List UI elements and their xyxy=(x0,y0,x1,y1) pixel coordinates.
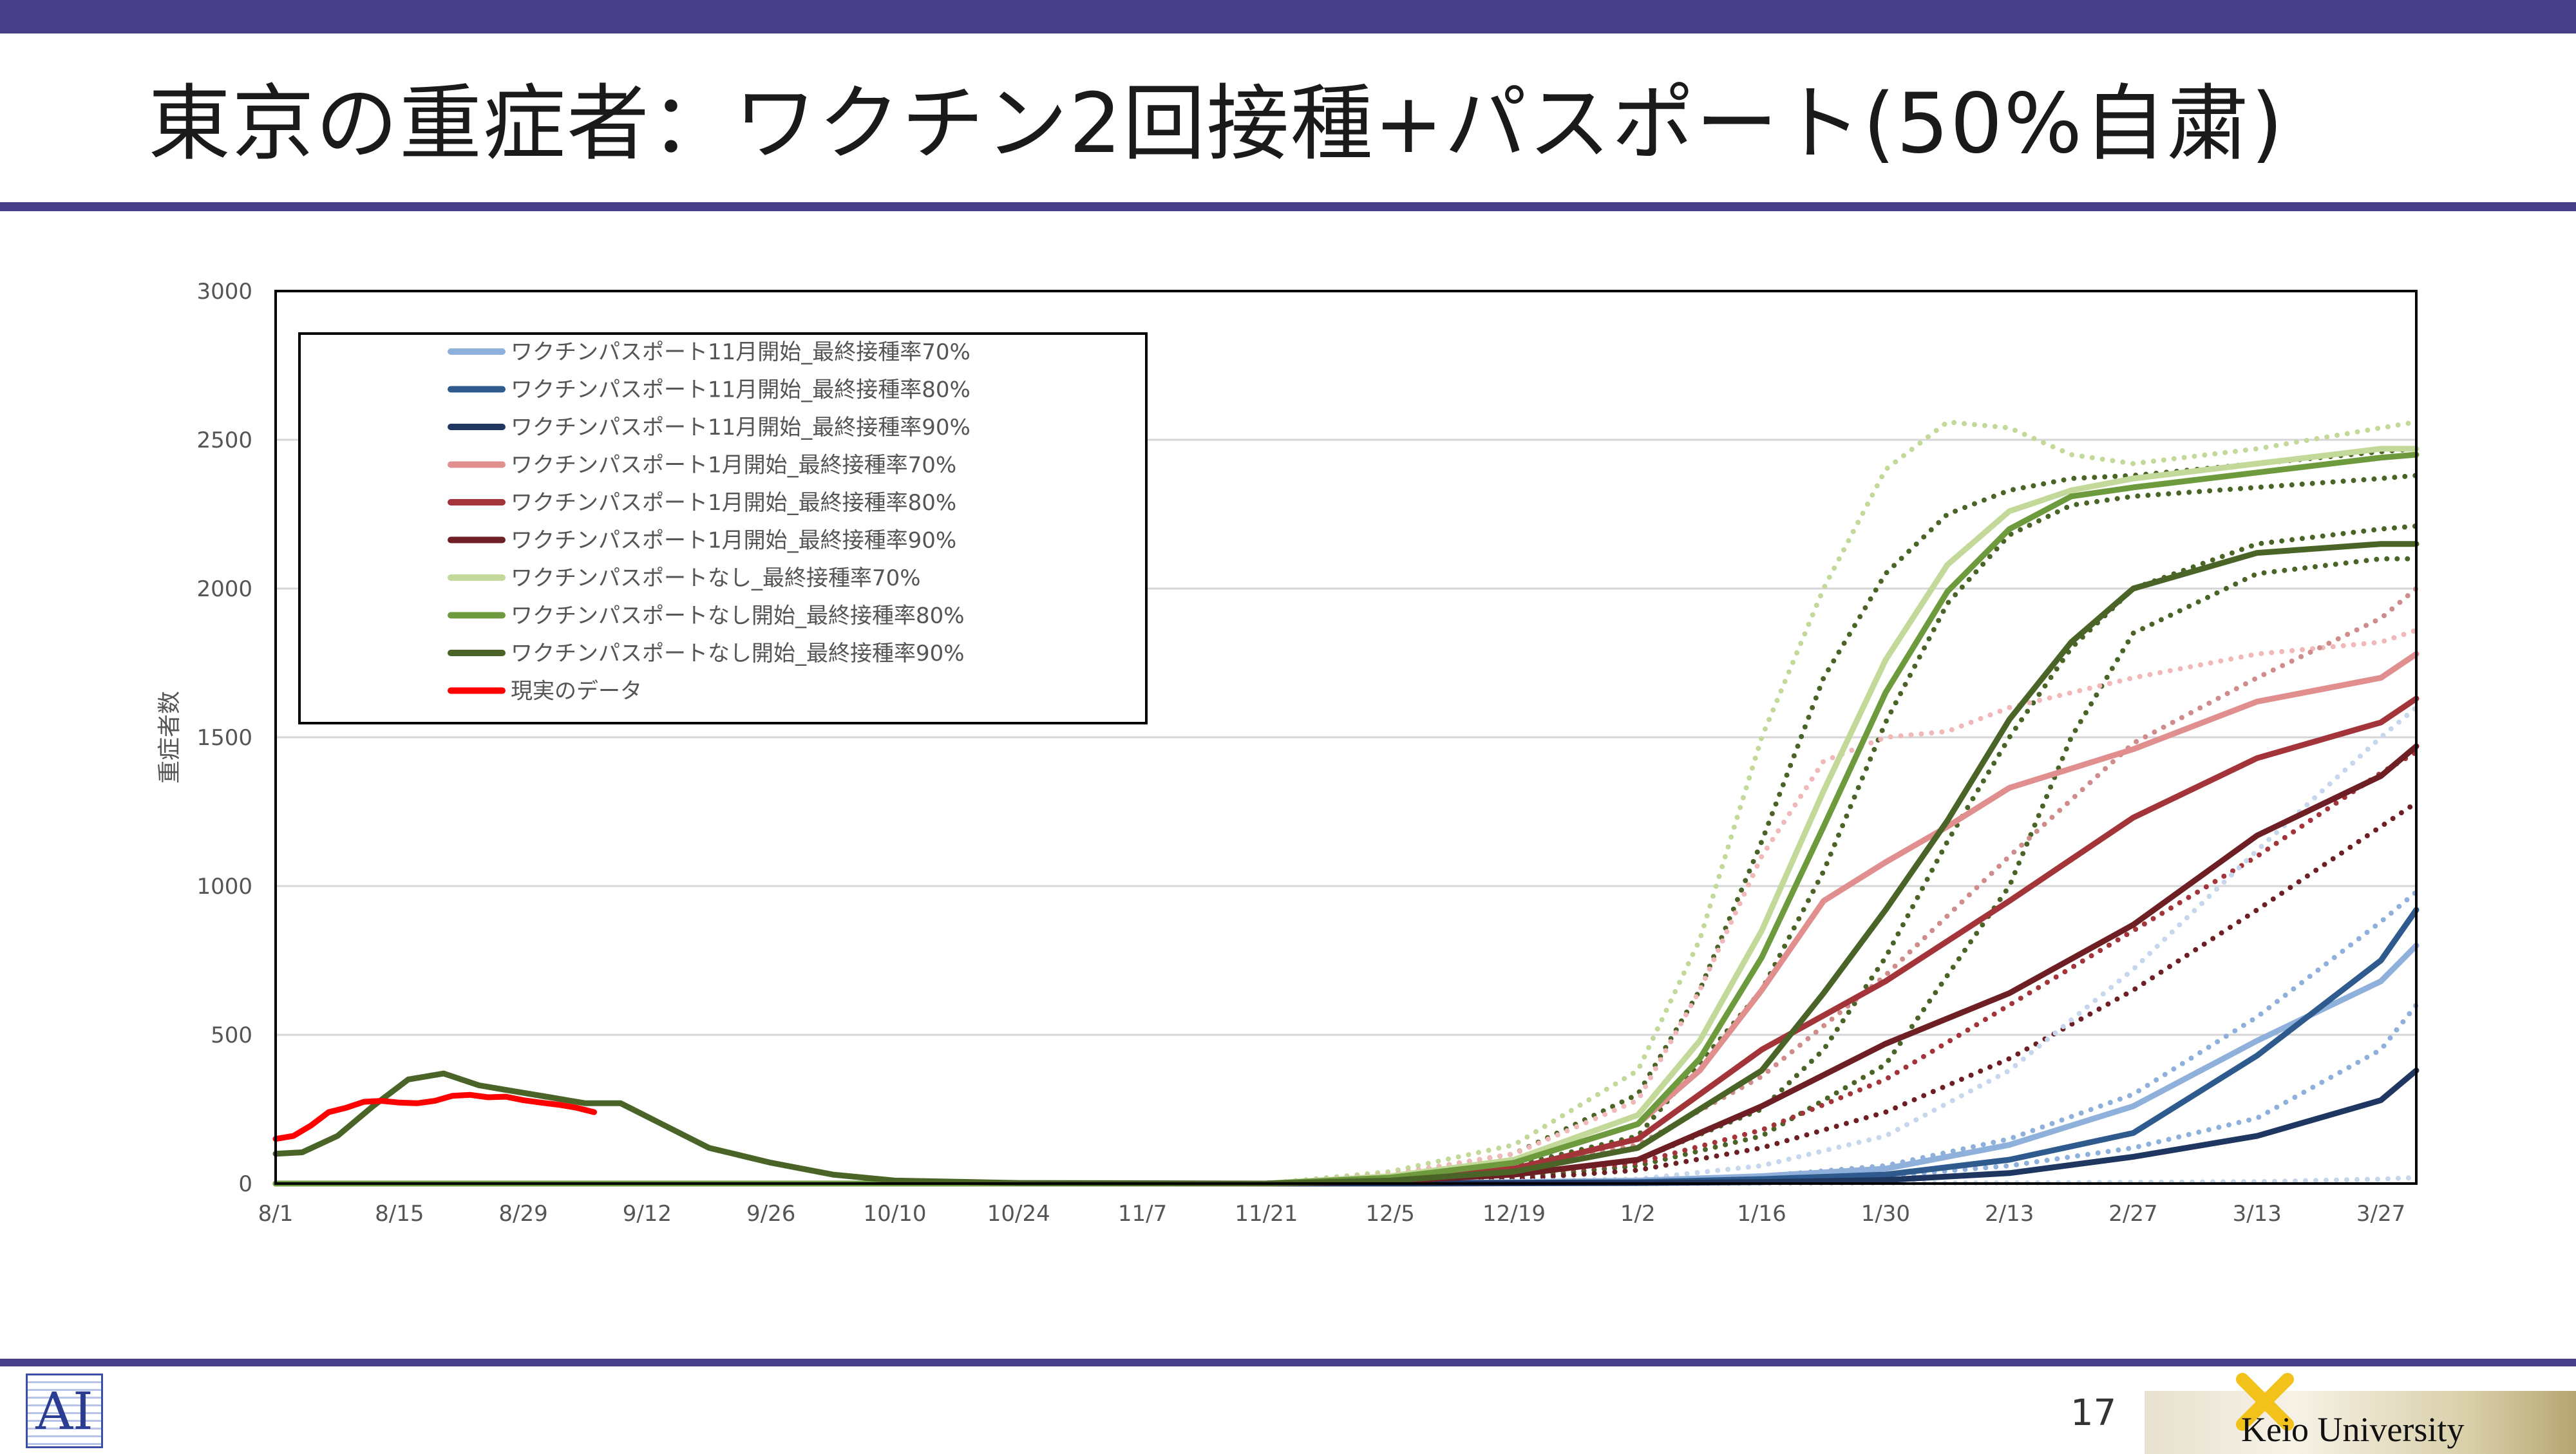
series-line xyxy=(272,451,2420,1187)
lab-logo-mark: AI xyxy=(35,1381,93,1441)
x-tick-label: 8/15 xyxy=(375,1201,424,1227)
university-name: Keio University xyxy=(2241,1410,2465,1449)
top-accent-bar xyxy=(0,0,2576,33)
y-tick-label: 1500 xyxy=(196,725,252,751)
x-tick-label: 11/21 xyxy=(1235,1201,1298,1227)
slide-title: 東京の重症者：ワクチン2回接種+パスポート(50%自粛) xyxy=(148,76,2285,172)
y-tick-label: 2000 xyxy=(196,576,252,602)
dotted-series-line xyxy=(273,419,2419,1186)
legend-box xyxy=(298,332,1148,724)
crossed-pens-icon xyxy=(2236,1373,2294,1431)
y-tick-label: 1000 xyxy=(196,874,252,900)
x-tick-label: 12/19 xyxy=(1482,1201,1546,1227)
legend-entry: ワクチンパスポート1月開始_最終接種率80% xyxy=(511,490,956,516)
x-tick-label: 8/29 xyxy=(498,1201,547,1227)
legend-entry: ワクチンパスポートなし_最終接種率70% xyxy=(511,565,921,591)
x-tick-label: 1/2 xyxy=(1620,1201,1656,1227)
footer-divider xyxy=(0,1359,2576,1366)
y-tick-label: 2500 xyxy=(196,428,252,453)
x-tick-label: 2/27 xyxy=(2108,1201,2157,1227)
x-tick-label: 11/7 xyxy=(1118,1201,1167,1227)
x-tick-label: 2/13 xyxy=(1985,1201,2034,1227)
y-axis-label: 重症者数 xyxy=(156,691,183,784)
x-tick-label: 10/10 xyxy=(863,1201,926,1227)
legend-entry: ワクチンパスポートなし開始_最終接種率90% xyxy=(511,641,965,666)
y-tick-label: 0 xyxy=(238,1171,252,1197)
plot-frame xyxy=(274,290,2418,1185)
title-divider xyxy=(0,202,2576,211)
severe-cases-line-chart: 0 500 1000 1500 2000 2500 3000 8/1 8/15 8/29 9/12 9… xyxy=(156,279,2420,1227)
page-number: 17 xyxy=(2070,1392,2117,1434)
x-tick-label: 9/12 xyxy=(623,1201,672,1227)
y-tick-label: 500 xyxy=(211,1023,252,1048)
series-line xyxy=(272,541,2420,1187)
legend-entry: ワクチンパスポート1月開始_最終接種率70% xyxy=(511,453,956,478)
x-tick-label: 1/30 xyxy=(1861,1201,1910,1227)
university-banner: Keio University xyxy=(2145,1373,2576,1454)
legend-entry: ワクチンパスポート11月開始_最終接種率70% xyxy=(511,339,971,365)
legend-entry: ワクチンパスポート11月開始_最終接種率90% xyxy=(511,415,971,440)
x-tick-label: 3/13 xyxy=(2233,1201,2282,1227)
legend-entry: 現実のデータ xyxy=(511,679,642,704)
dotted-series-line xyxy=(273,627,2419,1186)
x-tick-label: 8/1 xyxy=(258,1201,294,1227)
series-line xyxy=(272,1091,597,1142)
x-tick-label: 1/16 xyxy=(1737,1201,1786,1227)
legend-entry: ワクチンパスポート11月開始_最終接種率80% xyxy=(511,377,971,403)
lab-logo: AI xyxy=(26,1374,103,1448)
x-tick-label: 12/5 xyxy=(1365,1201,1414,1227)
x-tick-label: 3/27 xyxy=(2356,1201,2405,1227)
x-tick-label: 9/26 xyxy=(746,1201,795,1227)
legend-entry: ワクチンパスポート1月開始_最終接種率90% xyxy=(511,528,956,554)
y-tick-label: 3000 xyxy=(196,279,252,305)
x-tick-label: 10/24 xyxy=(987,1201,1050,1227)
legend-entry: ワクチンパスポートなし開始_最終接種率80% xyxy=(511,603,965,629)
